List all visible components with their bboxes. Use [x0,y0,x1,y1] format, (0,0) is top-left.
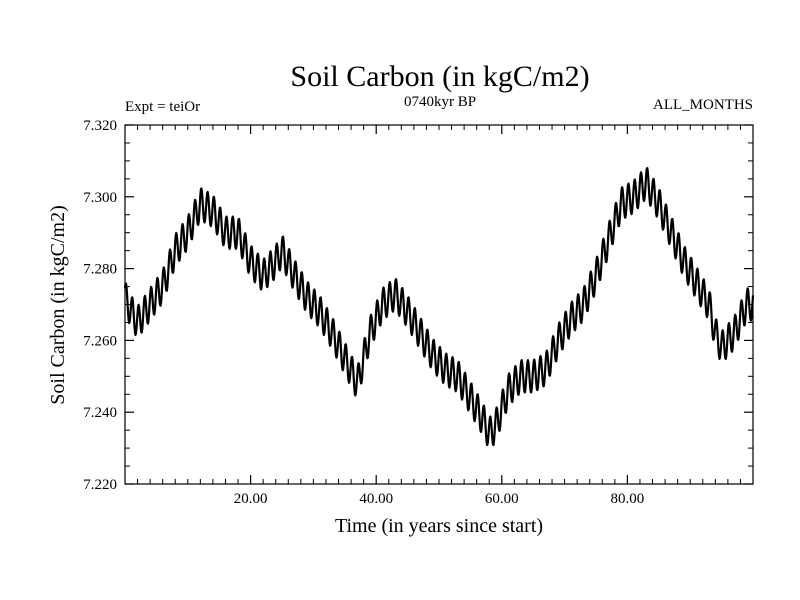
experiment-label: Expt = teiOr [125,99,200,115]
y-tick-label: 7.220 [83,477,117,493]
months-label: ALL_MONTHS [653,97,753,113]
chart-title: Soil Carbon (in kgC/m2) [290,60,589,93]
y-tick-label: 7.300 [83,190,117,206]
plot-frame [124,124,754,485]
y-axis-label: Soil Carbon (in kgC/m2) [47,205,69,404]
x-tick-label: 60.00 [485,491,519,507]
y-axis-ticks: 7.220 7.240 7.260 7.280 7.300 7.320 [83,118,753,493]
x-axis-ticks: 20.00 40.00 60.00 80.00 [234,125,645,507]
x-tick-label: 40.00 [359,491,393,507]
x-tick-label: 80.00 [611,491,645,507]
x-tick-label: 20.00 [234,491,268,507]
series-line-soil-carbon [123,167,755,447]
chart-subtitle: 0740kyr BP [404,94,476,110]
y-tick-label: 7.240 [83,405,117,421]
y-tick-label: 7.280 [83,262,117,278]
x-minor-ticks [137,125,741,484]
y-tick-label: 7.320 [83,118,117,134]
y-tick-label: 7.260 [83,333,117,349]
x-axis-label: Time (in years since start) [335,515,543,537]
